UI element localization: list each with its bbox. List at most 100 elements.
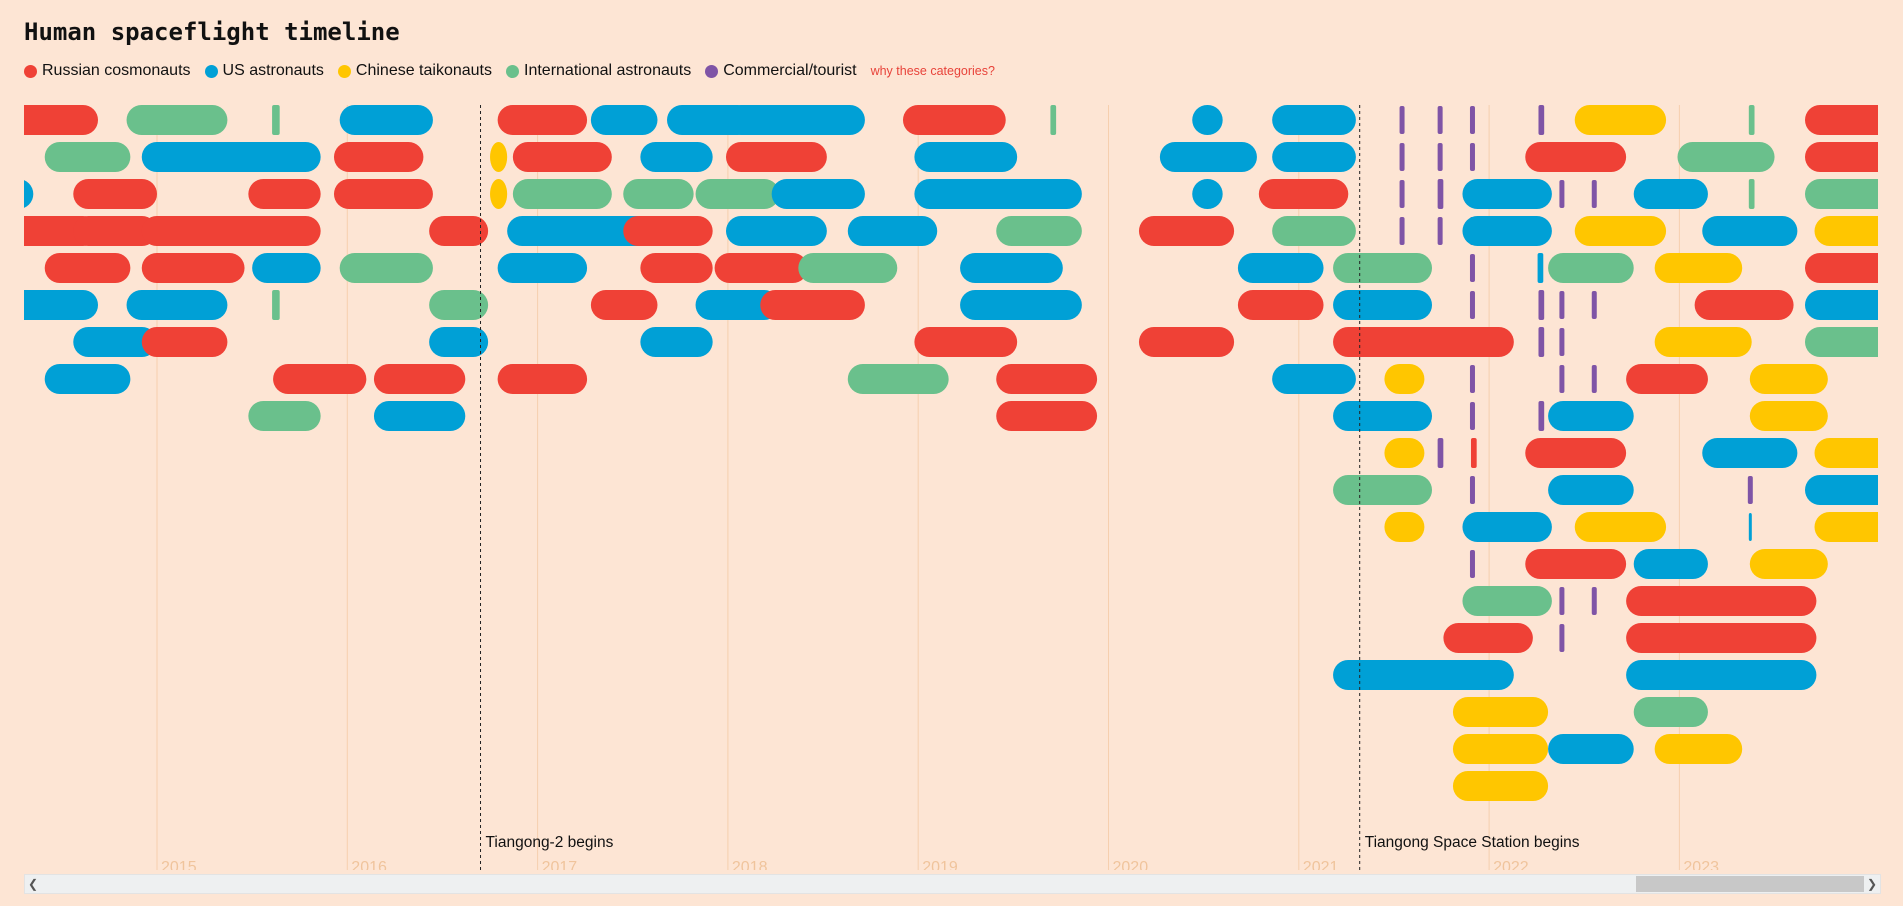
- mission-bar-russian: [623, 216, 713, 246]
- mission-bar-russian: [1237, 290, 1324, 320]
- mission-bar-commercial: [1437, 106, 1443, 134]
- scroll-left-icon[interactable]: ❮: [27, 877, 39, 891]
- mission-bar-commercial: [1559, 328, 1565, 356]
- mission-bar-commercial: [1437, 438, 1444, 468]
- mission-bar-russian: [497, 364, 588, 394]
- mission-bar-russian: [914, 327, 1018, 357]
- mission-bar-us: [1272, 142, 1356, 172]
- mission-bar-us: [1748, 513, 1752, 541]
- legend-item-international[interactable]: International astronauts: [506, 62, 691, 80]
- mission-bar-commercial: [1469, 476, 1475, 504]
- mission-bar-chinese: [1384, 438, 1425, 468]
- mission-bar-us: [771, 179, 865, 209]
- mission-bar-commercial: [1559, 291, 1565, 319]
- legend-item-commercial[interactable]: Commercial/tourist: [705, 62, 857, 80]
- mission-bar-commercial: [1469, 143, 1475, 171]
- mission-bar-us: [24, 290, 99, 320]
- legend-item-russian[interactable]: Russian cosmonauts: [24, 62, 191, 80]
- page-title: Human spaceflight timeline: [24, 18, 400, 46]
- legend-label: International astronauts: [524, 62, 692, 79]
- mission-bar-intl: [0, 364, 14, 394]
- mission-bar-chinese: [490, 179, 508, 209]
- mission-bar-intl: [126, 105, 228, 135]
- mission-bar-commercial: [1399, 180, 1405, 208]
- mission-bar-russian: [1333, 327, 1514, 357]
- mission-bar-russian: [373, 364, 466, 394]
- mission-bar-commercial: [1538, 401, 1545, 431]
- mission-bar-russian: [141, 327, 228, 357]
- x-axis-ticks: 2015 2016 2017 2018 2019 2020 2021 2022 2023: [161, 859, 1719, 870]
- timeline-chart: Tiangong-2 begins Tiangong Space Station …: [0, 105, 1878, 870]
- mission-bar-russian: [44, 253, 131, 283]
- mission-bar-russian: [1138, 327, 1235, 357]
- mission-bar-russian: [1626, 623, 1817, 653]
- mission-bar-us: [1192, 105, 1223, 135]
- mission-bar-russian: [333, 142, 424, 172]
- mission-bar-intl: [512, 179, 612, 209]
- mission-bar-us: [141, 142, 321, 172]
- mission-bar-russian: [1805, 142, 1878, 172]
- mission-bar-russian: [273, 364, 367, 394]
- mission-bar-russian: [141, 253, 245, 283]
- mission-bar-intl: [1677, 142, 1775, 172]
- tick-label-2019: 2019: [922, 859, 958, 870]
- mission-bar-intl: [272, 105, 280, 135]
- mission-bar-us: [497, 253, 588, 283]
- legend-label: Russian cosmonauts: [42, 62, 191, 79]
- mission-bar-russian: [73, 216, 157, 246]
- chinese-dot-icon: [337, 64, 351, 78]
- mission-bar-intl: [996, 216, 1082, 246]
- mission-bar-intl: [429, 290, 489, 320]
- mission-bar-intl: [248, 401, 321, 431]
- horizontal-scrollbar[interactable]: ❮ ❯: [24, 874, 1881, 894]
- mission-bar-us: [373, 401, 466, 431]
- mission-bars: [0, 105, 1878, 801]
- mission-bar-chinese: [1384, 512, 1425, 542]
- tick-label-2022: 2022: [1493, 859, 1529, 870]
- mission-bar-russian: [1525, 142, 1627, 172]
- mission-bar-chinese: [1384, 364, 1425, 394]
- mission-bar-commercial: [1469, 402, 1475, 430]
- mission-bar-us: [1462, 512, 1552, 542]
- russian-dot-icon: [24, 64, 37, 78]
- legend-label: Commercial/tourist: [723, 62, 857, 79]
- tick-label-2015: 2015: [161, 859, 197, 870]
- mission-bar-russian: [714, 253, 808, 283]
- mission-bar-russian: [333, 179, 433, 209]
- mission-bar-us: [1159, 142, 1257, 172]
- mission-bar-commercial: [1538, 105, 1545, 135]
- mission-bar-intl: [339, 253, 433, 283]
- legend-item-us[interactable]: US astronauts: [204, 62, 324, 80]
- mission-bar-chinese: [1574, 216, 1667, 246]
- mission-bar-us: [44, 364, 131, 394]
- mission-bar-chinese: [1814, 216, 1878, 246]
- mission-bar-us: [252, 253, 321, 283]
- mission-bar-russian: [1443, 623, 1533, 653]
- annotation-label: Tiangong Space Station begins: [1365, 834, 1580, 851]
- mission-bar-russian: [1805, 105, 1878, 135]
- mission-bar-us: [1633, 549, 1708, 579]
- mission-bar-russian: [1470, 438, 1477, 468]
- mission-bar-commercial: [1437, 179, 1444, 209]
- annotations: Tiangong-2 begins Tiangong Space Station …: [480, 105, 1580, 870]
- mission-bar-russian: [725, 142, 827, 172]
- scroll-right-icon[interactable]: ❯: [1866, 877, 1878, 891]
- mission-bar-chinese: [1452, 734, 1549, 764]
- mission-bar-commercial: [1399, 143, 1405, 171]
- legend-label: Chinese taikonauts: [355, 62, 492, 79]
- legend-item-chinese[interactable]: Chinese taikonauts: [337, 62, 492, 80]
- mission-bar-intl: [847, 364, 949, 394]
- legend: Russian cosmonauts US astronauts Chinese…: [24, 62, 995, 80]
- tick-label-2020: 2020: [1113, 859, 1149, 870]
- mission-bar-us: [1333, 290, 1433, 320]
- mission-bar-commercial: [1399, 217, 1405, 245]
- mission-bar-us: [1548, 734, 1634, 764]
- scroll-thumb[interactable]: [1636, 876, 1864, 892]
- tick-label-2018: 2018: [732, 859, 768, 870]
- mission-bar-us: [1702, 438, 1798, 468]
- mission-bar-chinese: [1749, 401, 1828, 431]
- mission-bar-commercial: [1538, 290, 1545, 320]
- mission-bar-us: [1805, 475, 1878, 505]
- mission-bar-commercial: [1591, 365, 1597, 393]
- why-categories-link[interactable]: why these categories?: [870, 64, 995, 78]
